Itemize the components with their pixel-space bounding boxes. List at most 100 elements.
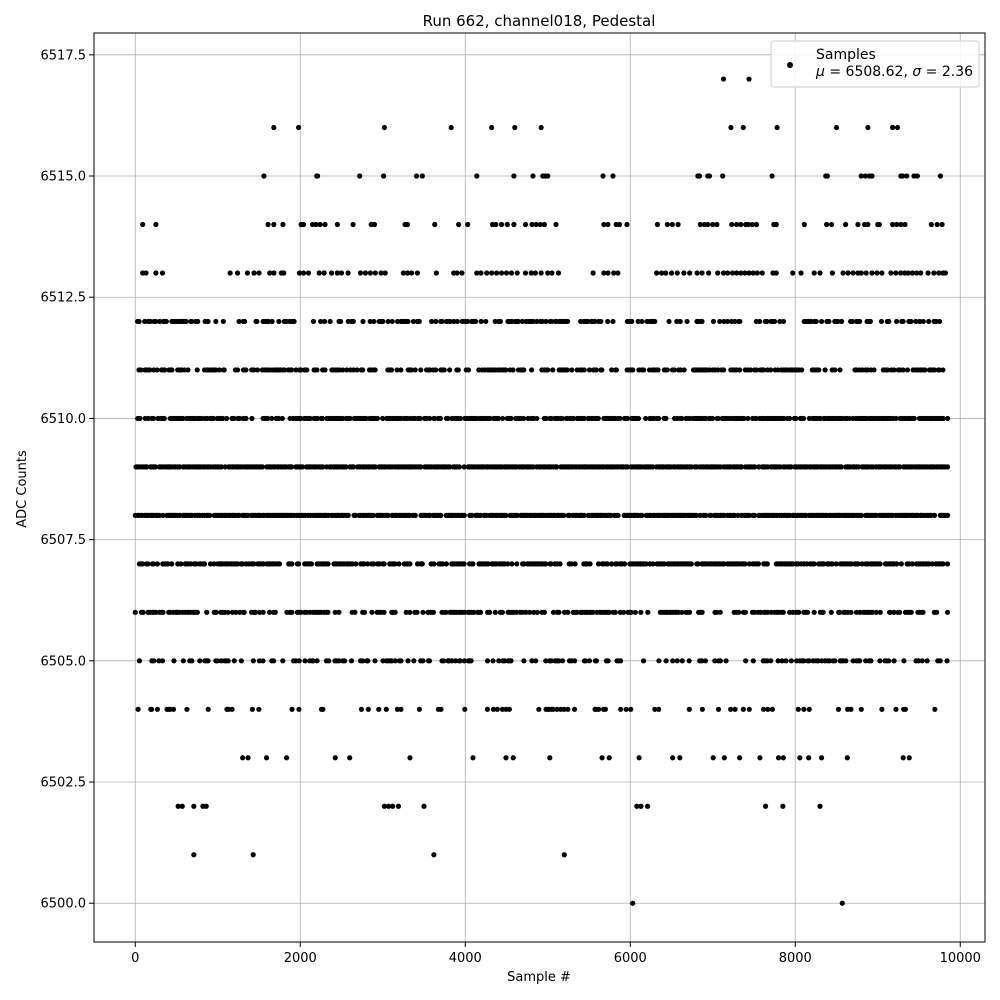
data-point bbox=[250, 658, 256, 664]
data-point bbox=[367, 318, 373, 325]
data-point bbox=[314, 173, 321, 179]
legend-sigma-symbol: σ bbox=[912, 64, 922, 80]
data-point bbox=[231, 658, 237, 664]
data-point bbox=[857, 318, 863, 325]
data-point bbox=[326, 658, 332, 664]
data-point bbox=[300, 270, 307, 276]
data-point bbox=[738, 270, 744, 276]
data-point bbox=[721, 367, 727, 373]
y-tick-label: 6505.0 bbox=[41, 654, 87, 669]
data-point bbox=[421, 803, 427, 809]
data-point bbox=[288, 464, 295, 470]
data-point bbox=[291, 318, 297, 325]
data-point bbox=[909, 561, 915, 567]
data-point bbox=[543, 415, 549, 422]
data-point bbox=[522, 270, 529, 276]
data-point bbox=[655, 367, 661, 373]
data-point bbox=[891, 609, 897, 615]
data-point bbox=[236, 318, 242, 325]
data-point bbox=[650, 464, 656, 470]
data-point bbox=[742, 270, 748, 276]
data-point bbox=[754, 270, 760, 276]
data-point bbox=[236, 512, 242, 518]
data-point bbox=[233, 609, 239, 615]
data-point bbox=[839, 318, 845, 325]
data-point bbox=[263, 755, 270, 761]
data-point bbox=[931, 512, 938, 518]
data-point bbox=[409, 270, 415, 276]
data-point bbox=[932, 706, 938, 712]
data-point bbox=[159, 270, 166, 276]
data-point bbox=[321, 318, 328, 325]
data-point bbox=[464, 318, 471, 325]
data-point bbox=[352, 609, 358, 615]
data-point bbox=[817, 270, 823, 276]
data-point bbox=[894, 561, 900, 567]
data-point bbox=[185, 367, 191, 373]
data-point bbox=[638, 803, 644, 809]
data-point bbox=[604, 561, 610, 567]
data-point bbox=[639, 512, 645, 518]
data-point bbox=[489, 124, 495, 131]
data-point bbox=[245, 512, 251, 518]
data-point bbox=[511, 173, 517, 179]
data-point bbox=[438, 512, 444, 518]
data-point bbox=[420, 658, 426, 664]
data-point bbox=[191, 803, 197, 809]
data-point bbox=[606, 609, 612, 615]
data-point bbox=[382, 270, 388, 276]
data-point bbox=[764, 561, 770, 567]
legend: Samples μ = 6508.62, σ = 2.36 bbox=[770, 40, 980, 88]
data-point bbox=[538, 270, 544, 276]
data-point bbox=[321, 270, 327, 276]
data-point bbox=[405, 318, 411, 325]
x-tick-label: 8000 bbox=[779, 951, 812, 966]
data-point bbox=[813, 318, 819, 325]
data-point bbox=[942, 270, 949, 276]
data-point bbox=[775, 755, 782, 761]
data-point bbox=[753, 367, 760, 373]
data-point bbox=[322, 367, 328, 373]
data-point bbox=[334, 270, 340, 276]
data-point bbox=[372, 464, 378, 470]
data-point bbox=[302, 658, 308, 664]
data-point bbox=[237, 609, 243, 615]
data-point bbox=[547, 755, 553, 761]
data-point bbox=[147, 367, 153, 373]
data-point bbox=[394, 367, 400, 373]
data-point bbox=[769, 706, 775, 712]
data-point bbox=[826, 318, 832, 325]
data-point bbox=[613, 367, 620, 373]
data-point bbox=[769, 173, 775, 179]
data-point bbox=[618, 658, 624, 664]
data-point bbox=[904, 173, 910, 179]
data-point bbox=[898, 270, 904, 276]
data-point bbox=[150, 561, 157, 567]
data-point bbox=[510, 755, 516, 761]
data-point bbox=[609, 561, 615, 567]
data-point bbox=[721, 755, 727, 761]
data-point bbox=[416, 706, 422, 712]
data-point bbox=[490, 706, 496, 712]
data-point bbox=[786, 415, 793, 422]
x-axis-ticks: 0 2000 4000 6000 8000 10000 bbox=[131, 942, 981, 966]
data-point bbox=[908, 609, 914, 615]
data-point bbox=[265, 415, 271, 422]
data-point bbox=[314, 367, 320, 373]
data-point bbox=[891, 367, 897, 373]
data-point bbox=[169, 561, 175, 567]
data-point bbox=[888, 270, 894, 276]
data-point bbox=[184, 706, 190, 712]
data-point bbox=[845, 270, 851, 276]
data-point bbox=[706, 270, 712, 276]
data-point bbox=[161, 415, 167, 422]
data-point bbox=[937, 658, 943, 664]
data-point bbox=[144, 464, 150, 470]
data-point bbox=[350, 367, 357, 373]
data-point bbox=[396, 561, 402, 567]
data-point bbox=[902, 706, 909, 712]
data-point bbox=[865, 124, 871, 131]
data-point bbox=[710, 221, 716, 228]
data-point bbox=[318, 318, 324, 325]
data-point bbox=[254, 318, 260, 325]
